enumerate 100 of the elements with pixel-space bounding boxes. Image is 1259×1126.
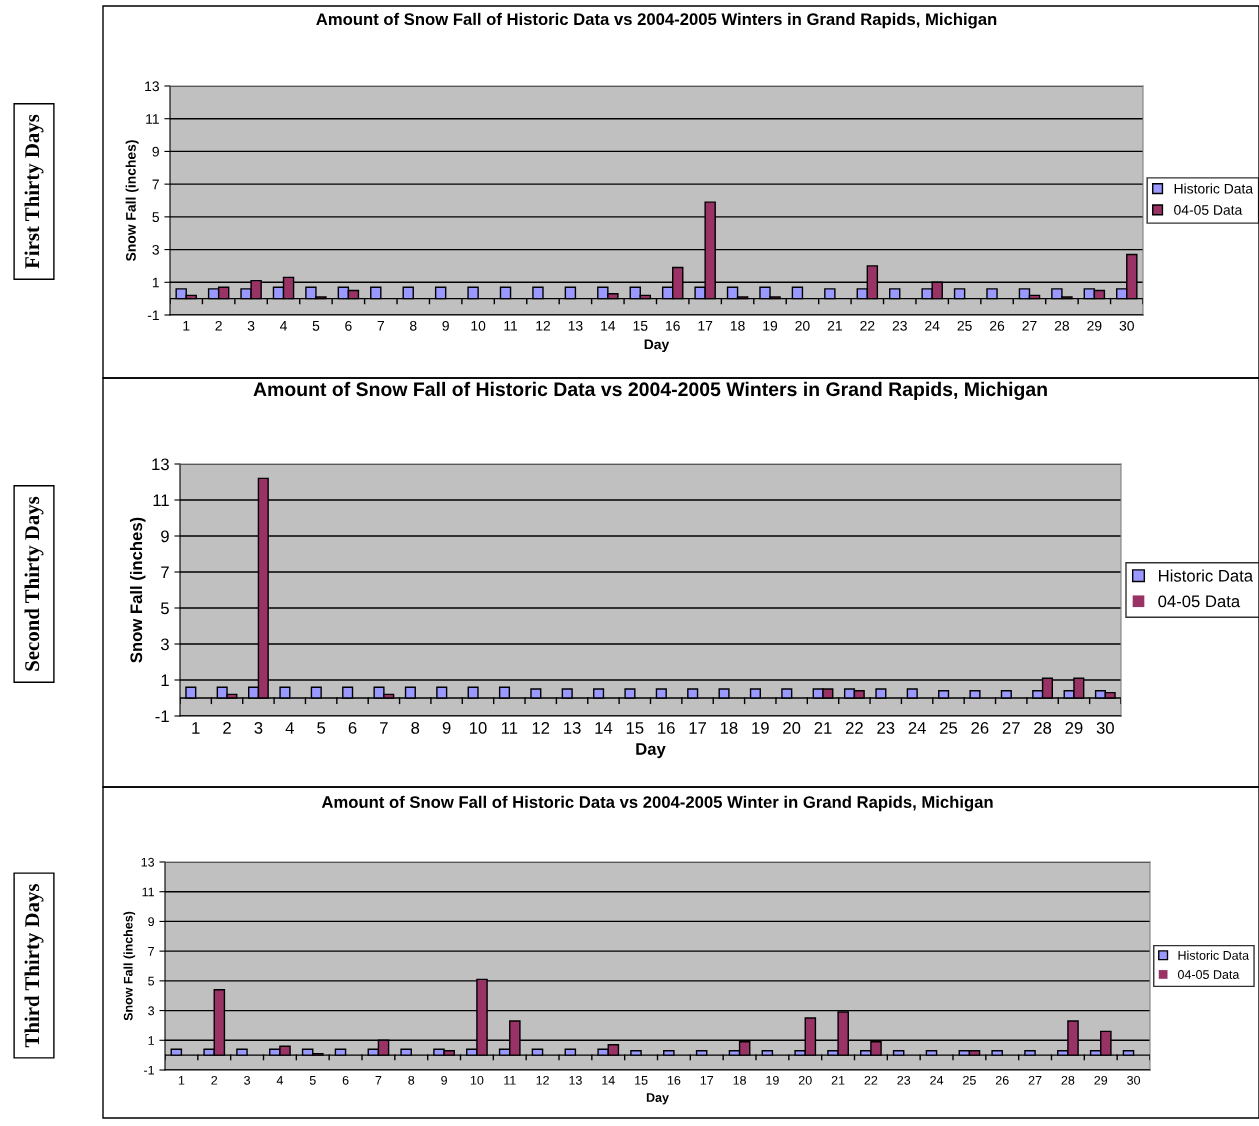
legend-label: 04-05 Data: [1174, 205, 1243, 215]
legend-label: Historic Data: [1159, 569, 1254, 582]
x-axis-title: Day: [636, 743, 666, 759]
x-tick-label: 1: [183, 321, 190, 331]
legend-label: Historic Data: [1174, 183, 1254, 194]
chart-title: Amount of Snow Fall of Historic Data vs 2004-2005 Winters in Grand Rapids, Michigan: [253, 381, 1047, 401]
text: Third Thirty Days: [24, 884, 44, 1048]
x-tick-label: 9: [441, 1075, 447, 1085]
y-tick-label: 1: [152, 277, 159, 288]
x-tick-label: 12: [536, 1075, 549, 1085]
x-tick-label: 6: [345, 320, 352, 331]
x-tick-label: 4: [279, 321, 287, 331]
y-tick-label: -1: [144, 1065, 154, 1075]
x-tick-label: 11: [504, 321, 518, 331]
x-tick-label: 2: [215, 320, 222, 331]
x-tick-label: 10: [471, 320, 486, 331]
x-tick-label: 30: [1119, 320, 1134, 331]
y-tick-label: 5: [160, 602, 169, 615]
x-tick-label: 27: [1002, 722, 1020, 734]
y-tick-label: 9: [161, 530, 169, 543]
x-tick-label: 10: [470, 1075, 484, 1085]
x-tick-label: 17: [698, 321, 713, 331]
y-tick-label: 11: [153, 494, 169, 507]
x-tick-label: 28: [1034, 722, 1052, 734]
x-tick-label: 21: [814, 722, 832, 734]
y-tick-label: 13: [152, 458, 169, 471]
x-tick-label: 3: [247, 320, 255, 331]
chart-title: Amount of Snow Fall of Historic Data vs 2004-2005 Winters in Grand Rapids, Michigan: [316, 12, 997, 29]
x-tick-label: 22: [845, 722, 863, 734]
x-tick-label: 29: [1087, 320, 1102, 331]
x-tick-label: 13: [564, 722, 581, 734]
x-tick-label: 1: [192, 722, 200, 734]
x-tick-label: 6: [342, 1075, 349, 1085]
y-tick-label: 7: [161, 566, 169, 579]
y-axis-title: Snow Fall (inches): [129, 517, 146, 663]
x-tick-label: 14: [601, 321, 616, 331]
y-tick-label: 9: [148, 917, 154, 927]
x-tick-label: 25: [957, 320, 972, 331]
x-tick-label: 23: [897, 1075, 911, 1085]
x-tick-label: 27: [1028, 1075, 1042, 1085]
x-tick-label: 29: [1094, 1075, 1108, 1085]
y-tick-label: 9: [152, 146, 159, 157]
y-tick-label: 13: [141, 857, 155, 867]
x-tick-label: 11: [504, 1076, 516, 1085]
legend-label: 04-05 Data: [1177, 970, 1240, 979]
x-tick-label: 8: [409, 320, 417, 331]
x-tick-label: 16: [666, 320, 680, 331]
x-tick-label: 11: [501, 722, 518, 734]
y-tick-label: 1: [148, 1036, 154, 1045]
x-tick-label: 28: [1054, 320, 1070, 331]
y-tick-label: -1: [155, 710, 169, 723]
x-tick-label: 17: [700, 1076, 714, 1085]
x-tick-label: 15: [633, 321, 648, 331]
y-tick-label: 11: [142, 887, 154, 897]
x-tick-label: 3: [244, 1075, 251, 1085]
x-tick-label: 20: [783, 722, 801, 734]
x-tick-label: 9: [442, 722, 451, 734]
x-tick-label: 5: [312, 321, 320, 331]
x-tick-label: 23: [892, 320, 907, 331]
x-tick-label: 25: [963, 1075, 976, 1085]
x-tick-label: 18: [730, 320, 745, 331]
y-tick-label: 7: [148, 947, 154, 956]
x-tick-label: 13: [569, 1075, 582, 1085]
x-tick-label: 26: [990, 320, 1005, 331]
x-tick-label: 18: [733, 1075, 746, 1085]
x-tick-label: 19: [752, 722, 769, 734]
y-tick-label: 13: [145, 81, 159, 92]
y-axis-title: Snow Fall (inches): [123, 911, 136, 1021]
x-tick-label: 7: [375, 1076, 382, 1085]
x-tick-label: 9: [442, 320, 449, 331]
y-axis-title: Snow Fall (inches): [125, 140, 139, 262]
x-tick-label: 21: [831, 1075, 845, 1085]
x-tick-label: 17: [689, 722, 706, 734]
x-tick-label: 16: [658, 722, 675, 734]
x-tick-label: 5: [309, 1076, 316, 1085]
x-axis-title: Day: [646, 1093, 669, 1105]
x-tick-label: 22: [860, 320, 875, 331]
x-tick-label: 6: [348, 722, 357, 734]
x-tick-label: 23: [877, 722, 895, 734]
x-tick-label: 1: [178, 1076, 185, 1085]
x-tick-label: 7: [377, 321, 384, 331]
x-tick-label: 16: [667, 1075, 681, 1085]
text: First Thirty Days: [24, 114, 44, 269]
x-tick-label: 15: [626, 722, 644, 734]
x-tick-label: 27: [1022, 320, 1037, 331]
text: Second Thirty Days: [24, 496, 44, 671]
x-tick-label: 12: [536, 320, 551, 331]
y-tick-label: 7: [152, 179, 159, 190]
x-tick-label: 3: [254, 722, 263, 734]
x-tick-label: 21: [827, 320, 842, 331]
x-tick-label: 20: [798, 1075, 812, 1085]
x-tick-label: 10: [469, 722, 487, 734]
x-tick-label: 4: [285, 722, 294, 734]
x-axis-title: Day: [644, 339, 670, 353]
x-tick-label: 14: [595, 722, 613, 734]
y-tick-label: 3: [160, 638, 169, 651]
x-tick-label: 25: [940, 722, 958, 734]
x-tick-label: 5: [317, 722, 326, 734]
x-tick-label: 24: [925, 320, 940, 331]
x-tick-label: 12: [532, 722, 550, 734]
